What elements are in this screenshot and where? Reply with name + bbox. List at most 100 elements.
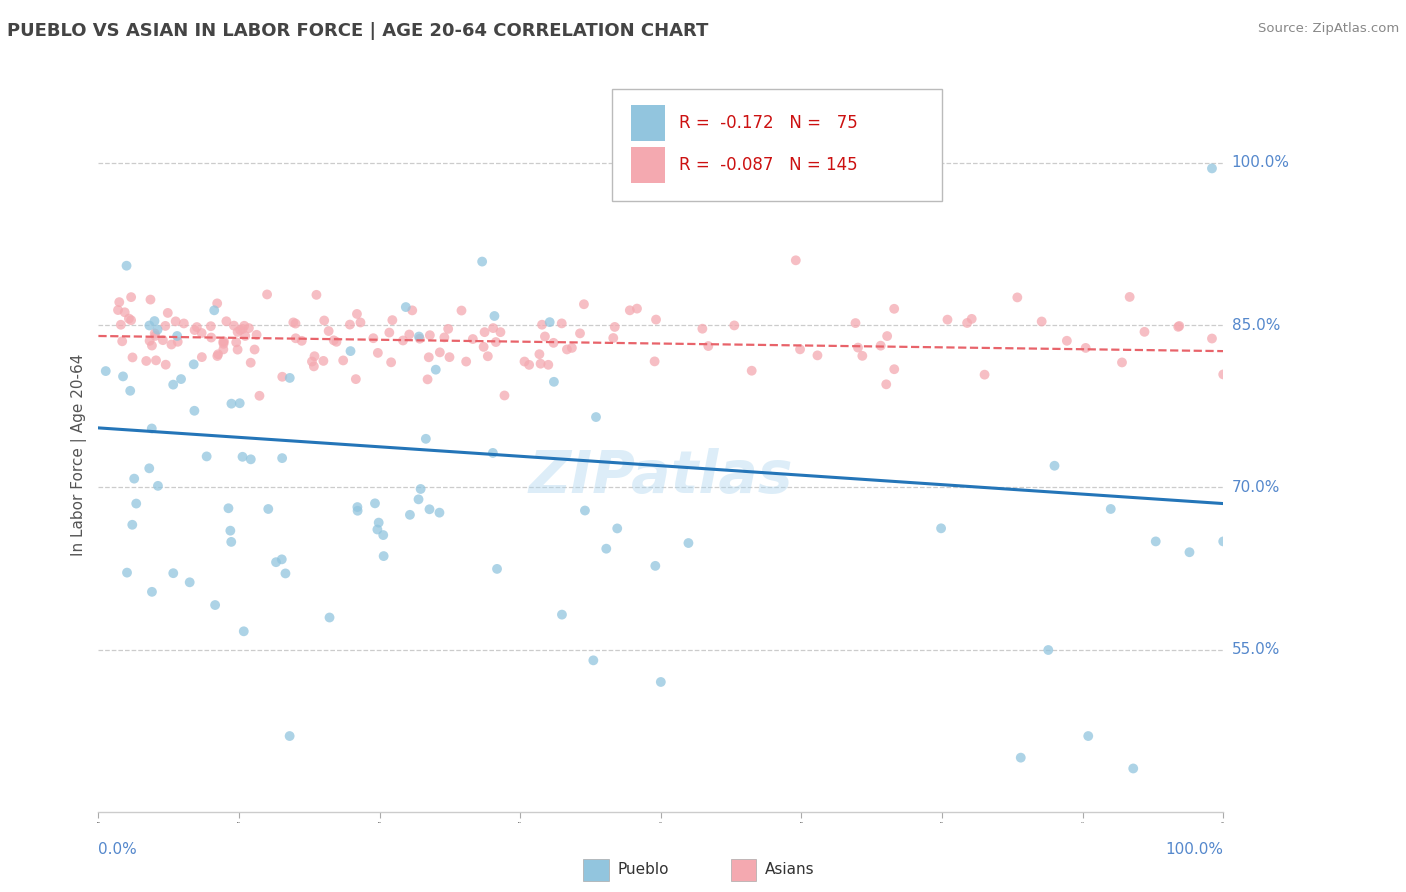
Point (111, 334, 134, 349)
Point (215, 314, 238, 328)
Point (122, 472, 145, 486)
Point (212, 334, 235, 349)
Point (170, 372, 193, 386)
Point (212, 343, 235, 357)
Point (806, 348, 828, 362)
Point (318, 610, 340, 624)
Point (517, 358, 540, 372)
Point (650, 675, 672, 690)
Point (207, 347, 229, 361)
Point (152, 333, 174, 347)
Point (1111, 355, 1133, 369)
Point (433, 330, 456, 344)
Point (785, 253, 807, 268)
Point (1178, 545, 1201, 559)
Point (118, 311, 141, 326)
Point (233, 318, 256, 333)
Point (437, 322, 460, 336)
Point (408, 329, 430, 343)
Point (283, 315, 305, 329)
Point (202, 303, 225, 318)
Point (489, 325, 512, 339)
Point (141, 584, 163, 599)
Point (367, 346, 389, 360)
Point (401, 303, 423, 318)
Point (543, 335, 565, 350)
Point (121, 517, 143, 532)
Point (1010, 750, 1032, 764)
Point (741, 364, 763, 378)
Point (139, 293, 162, 307)
Point (138, 334, 160, 348)
Point (1043, 458, 1066, 473)
Point (1031, 314, 1053, 328)
Point (429, 345, 451, 359)
Point (392, 334, 415, 348)
Point (274, 566, 297, 581)
Point (538, 315, 561, 329)
Point (398, 327, 420, 342)
Point (200, 330, 222, 344)
Point (239, 452, 262, 467)
Point (482, 446, 505, 460)
Point (271, 451, 294, 466)
Point (135, 354, 157, 368)
Point (120, 384, 142, 398)
Point (339, 344, 361, 359)
Point (364, 496, 387, 510)
Point (212, 336, 235, 351)
Point (204, 598, 226, 612)
Point (723, 318, 745, 333)
Point (429, 506, 451, 520)
Point (166, 329, 188, 343)
Point (219, 524, 242, 538)
Point (380, 355, 402, 369)
Point (395, 300, 418, 314)
Point (146, 479, 169, 493)
Point (1212, 534, 1234, 549)
Point (561, 341, 583, 355)
Point (851, 349, 873, 363)
Point (529, 347, 551, 361)
Point (305, 288, 328, 302)
Point (318, 324, 340, 338)
Point (195, 450, 218, 464)
Point (246, 327, 269, 342)
Point (678, 536, 700, 550)
Point (160, 337, 183, 351)
Point (602, 331, 624, 345)
Point (228, 396, 250, 410)
Point (110, 318, 132, 332)
Point (232, 322, 254, 336)
Point (595, 541, 617, 556)
Text: 0.0%: 0.0% (98, 842, 138, 857)
Point (875, 377, 897, 392)
Point (264, 555, 287, 569)
Point (138, 461, 160, 475)
Text: R =  -0.172   N =   75: R = -0.172 N = 75 (679, 114, 858, 132)
Point (513, 354, 536, 368)
Point (1007, 290, 1029, 304)
Point (869, 339, 891, 353)
Point (606, 521, 628, 535)
Point (304, 349, 326, 363)
Point (332, 353, 354, 368)
Point (231, 450, 253, 464)
Point (156, 306, 179, 320)
Point (574, 503, 596, 517)
Point (138, 318, 160, 333)
Point (115, 566, 138, 580)
Point (697, 339, 720, 353)
Text: 100.0%: 100.0% (1166, 842, 1223, 857)
Point (141, 421, 163, 435)
Point (143, 329, 166, 343)
Point (302, 359, 325, 374)
Point (418, 502, 440, 516)
Point (256, 287, 278, 301)
Point (439, 350, 461, 364)
Point (183, 404, 205, 418)
Point (1201, 332, 1223, 346)
Point (114, 305, 136, 319)
Point (846, 341, 869, 355)
Point (291, 334, 314, 348)
